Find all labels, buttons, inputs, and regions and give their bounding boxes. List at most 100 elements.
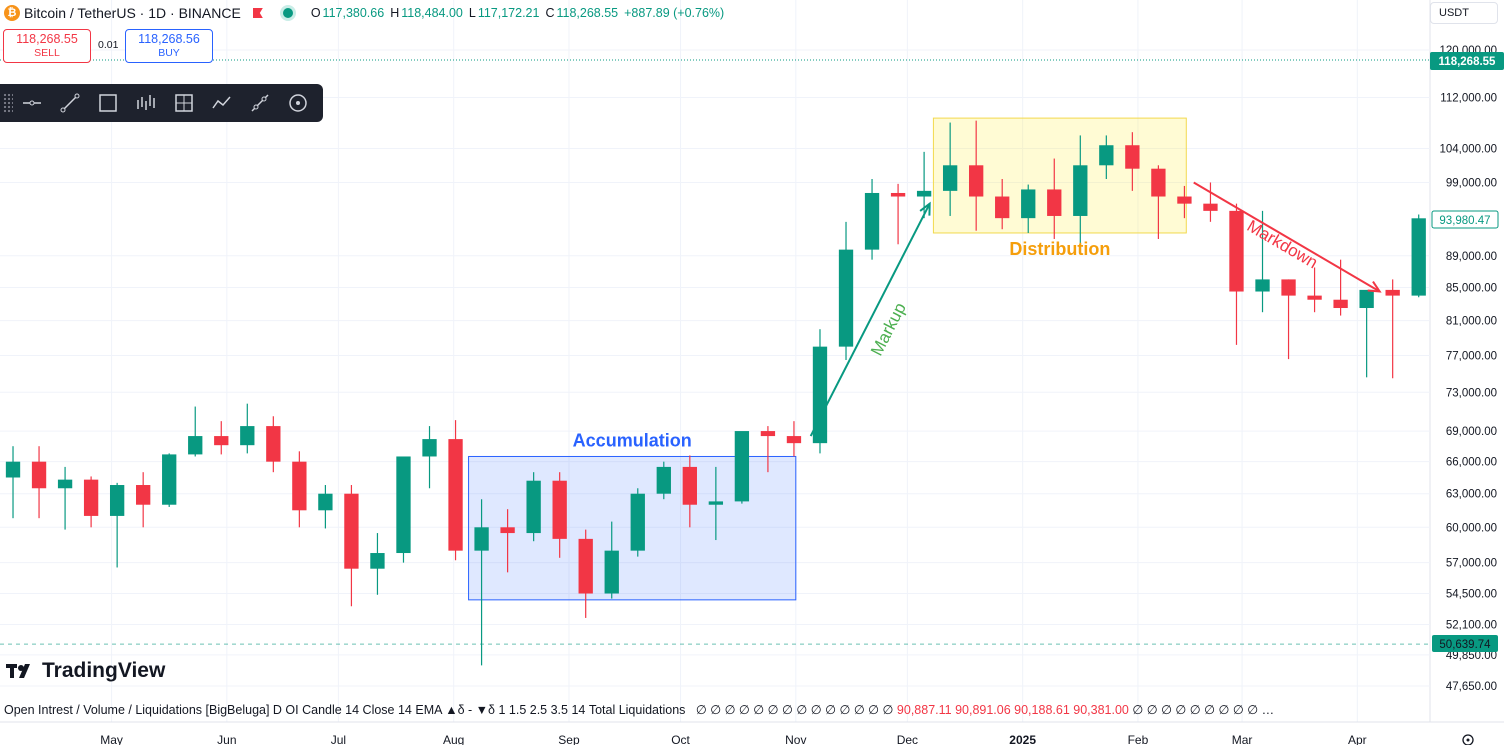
- drag-handle-icon[interactable]: [3, 93, 13, 113]
- time-tick-label: May: [100, 733, 123, 745]
- candle-body: [838, 249, 854, 347]
- candle-body: [474, 527, 489, 551]
- rectangle-icon[interactable]: [89, 84, 127, 122]
- candle-body: [1099, 145, 1114, 166]
- trend-line-icon[interactable]: [51, 84, 89, 122]
- time-tick-label: Nov: [785, 733, 806, 745]
- price-tick-label: 66,000.00: [1446, 457, 1497, 469]
- candle-body: [1021, 189, 1036, 219]
- price-tick-label: 77,000.00: [1446, 351, 1497, 363]
- candle-body: [1203, 203, 1218, 211]
- drawing-toolbar: [0, 84, 323, 122]
- candle-body: [240, 426, 255, 446]
- price-marker-50639: [1432, 635, 1498, 652]
- price-tick-label: 69,000.00: [1446, 426, 1497, 438]
- price-axis: 120,000.00112,000.00104,000.0099,000.008…: [1439, 45, 1497, 693]
- currency-selector[interactable]: USDT: [1430, 2, 1498, 24]
- annotation-arrows: [809, 181, 1382, 437]
- high-label: H: [390, 6, 400, 20]
- settings-icon[interactable]: [1460, 731, 1476, 745]
- time-tick-label: Oct: [671, 733, 690, 745]
- indicator-empty-values-b: ∅ ∅ ∅ ∅ ∅ ∅ ∅ ∅ ∅ …: [1132, 703, 1275, 717]
- candle-body: [552, 480, 567, 539]
- price-tick-label: 89,000.00: [1446, 251, 1497, 263]
- symbol-legend: ₿ Bitcoin / TetherUS · 1D · BINANCE O 117…: [0, 0, 1420, 26]
- time-tick-label: 2025: [1009, 733, 1036, 745]
- candle-body: [1281, 279, 1296, 296]
- price-tick-label: 54,500.00: [1446, 589, 1497, 601]
- candle-body: [786, 436, 802, 444]
- accumulation-label: Accumulation: [573, 430, 692, 450]
- time-tick-label: Jun: [217, 733, 236, 745]
- price-tick-label: 104,000.00: [1439, 144, 1497, 156]
- candlestick-series: [5, 120, 1426, 666]
- price-tick-label: 49,850.00: [1446, 650, 1497, 662]
- candle-body: [526, 480, 541, 534]
- price-tick-label: 63,000.00: [1446, 489, 1497, 501]
- candle-body: [890, 192, 906, 197]
- ray-icon[interactable]: [241, 84, 279, 122]
- indicator-values: 90,887.11 90,891.06 90,188.61 90,381.00: [896, 703, 1129, 717]
- time-tick-label: Feb: [1128, 733, 1149, 745]
- candle-body: [57, 479, 73, 489]
- market-status-icon[interactable]: [282, 8, 293, 18]
- price-marker-50639-text: 50,639.74: [1439, 639, 1491, 651]
- close-label: C: [545, 6, 555, 20]
- time-tick-label: Sep: [558, 733, 580, 745]
- candle-body: [1385, 289, 1400, 296]
- candle-body: [916, 190, 932, 197]
- candle-body: [83, 479, 99, 516]
- candle-body: [812, 346, 828, 444]
- candle-body: [448, 439, 463, 551]
- candle-body: [1359, 289, 1374, 309]
- price-tick-label: 99,000.00: [1446, 177, 1497, 189]
- candle-body: [344, 493, 359, 569]
- ohlc-values: O 117,380.66 H 118,484.00 L 117,172.21 C 118…: [311, 6, 728, 20]
- low-value: 117,172.21: [477, 6, 540, 20]
- symbol-title[interactable]: Bitcoin / TetherUS · 1D · BINANCE: [24, 5, 241, 21]
- candle-body: [630, 493, 645, 551]
- flag-icon[interactable]: [252, 8, 263, 18]
- time-tick-label: Apr: [1348, 733, 1367, 745]
- price-marker-93980-text: 93,980.47: [1439, 215, 1490, 227]
- high-value: 118,484.00: [401, 6, 463, 20]
- indicator-legend[interactable]: Open Intrest / Volume / Liquidations [Bi…: [4, 702, 1274, 717]
- candle-body: [266, 426, 281, 462]
- markdown-label: Markdown: [1244, 216, 1321, 272]
- price-tick-label: 73,000.00: [1446, 387, 1497, 399]
- candle-body: [1229, 210, 1244, 292]
- price-marker-93980: [1431, 210, 1499, 229]
- price-tick-label: 47,650.00: [1446, 681, 1497, 693]
- candle-body: [760, 431, 776, 437]
- circle-tool-icon[interactable]: [279, 84, 317, 122]
- time-axis: May Jun Jul Aug Sep Oct Nov Dec 2025 Feb Mar Apr: [100, 733, 1366, 745]
- candle-body: [318, 493, 333, 511]
- buy-button[interactable]: 118,268.56 BUY: [125, 29, 213, 63]
- tradingview-logo-icon: [6, 664, 30, 678]
- candle-body: [942, 165, 958, 191]
- price-tick-label: 52,100.00: [1446, 620, 1497, 632]
- time-tick-label: Mar: [1232, 733, 1253, 745]
- candles-icon[interactable]: [127, 84, 165, 122]
- change-value: +887.89 (+0.76%): [624, 6, 725, 20]
- horizontal-line-icon[interactable]: [13, 84, 51, 122]
- candle-body: [109, 485, 125, 516]
- path-icon[interactable]: [203, 84, 241, 122]
- markdown-arrow-line: [1193, 181, 1381, 293]
- indicator-title: Open Intrest / Volume / Liquidations [Bi…: [4, 703, 686, 717]
- candle-body: [1047, 189, 1062, 216]
- candle-body: [864, 192, 880, 250]
- candle-body: [995, 196, 1010, 219]
- candle-body: [682, 466, 697, 505]
- candle-body: [370, 553, 385, 569]
- crosshair-box-icon[interactable]: [165, 84, 203, 122]
- price-tick-label: 57,000.00: [1446, 558, 1497, 570]
- candle-body: [500, 527, 515, 534]
- candle-body: [708, 501, 724, 505]
- sell-button[interactable]: 118,268.55 SELL: [3, 29, 91, 63]
- distribution-label: Distribution: [1009, 239, 1110, 259]
- indicator-empty-values-a: ∅ ∅ ∅ ∅ ∅ ∅ ∅ ∅ ∅ ∅ ∅ ∅ ∅ ∅: [695, 703, 894, 717]
- candle-body: [656, 466, 671, 494]
- close-value: 118,268.55: [556, 6, 619, 20]
